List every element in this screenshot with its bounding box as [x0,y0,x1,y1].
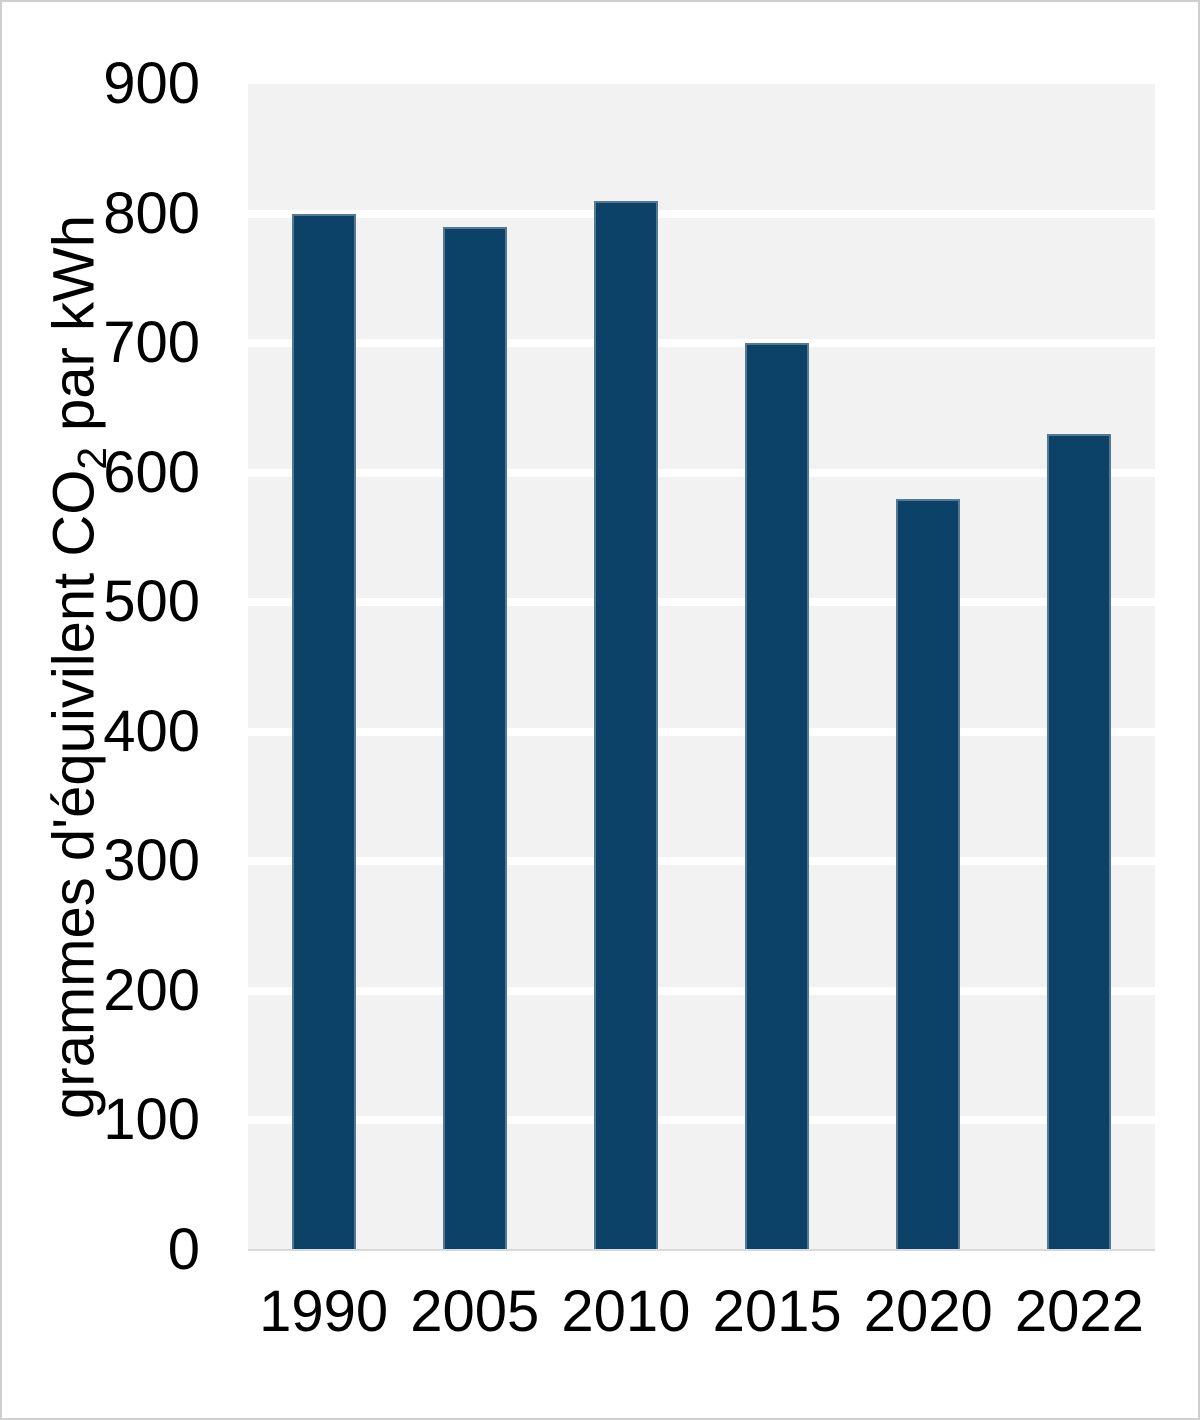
x-axis-line [248,1249,1155,1251]
gridline-700 [248,339,1155,348]
y-tick-label-200: 200 [103,957,200,1023]
x-label-2015: 2015 [712,1279,842,1344]
x-label-2010: 2010 [561,1279,691,1344]
x-label-1990: 1990 [259,1279,389,1344]
y-axis-title-pre: grammes d'équivilent CO [41,469,107,1119]
gridline-100 [248,1116,1155,1125]
bar-2022 [1047,434,1112,1250]
gridline-600 [248,468,1155,477]
plot-area [248,84,1155,1250]
x-label-2005: 2005 [410,1279,540,1344]
bar-2005 [442,227,507,1250]
y-tick-label-100: 100 [103,1087,200,1153]
gridline-400 [248,727,1155,736]
gridline-200 [248,986,1155,995]
y-tick-label-900: 900 [103,51,200,116]
bar-2015 [745,343,810,1250]
bar-1990 [291,214,356,1250]
y-tick-label-700: 700 [103,310,200,376]
bar-2010 [593,201,658,1250]
y-tick-label-800: 800 [103,180,200,246]
x-label-2022: 2022 [1014,1279,1144,1344]
y-tick-label-300: 300 [103,828,200,894]
y-tick-label-0: 0 [167,1217,200,1282]
x-label-2020: 2020 [863,1279,993,1344]
gridline-500 [248,598,1155,607]
gridline-800 [248,209,1155,218]
y-tick-label-600: 600 [103,439,200,505]
y-tick-label-500: 500 [103,569,200,635]
bar-2020 [896,499,961,1250]
y-tick-label-400: 400 [103,698,200,764]
gridline-300 [248,857,1155,866]
